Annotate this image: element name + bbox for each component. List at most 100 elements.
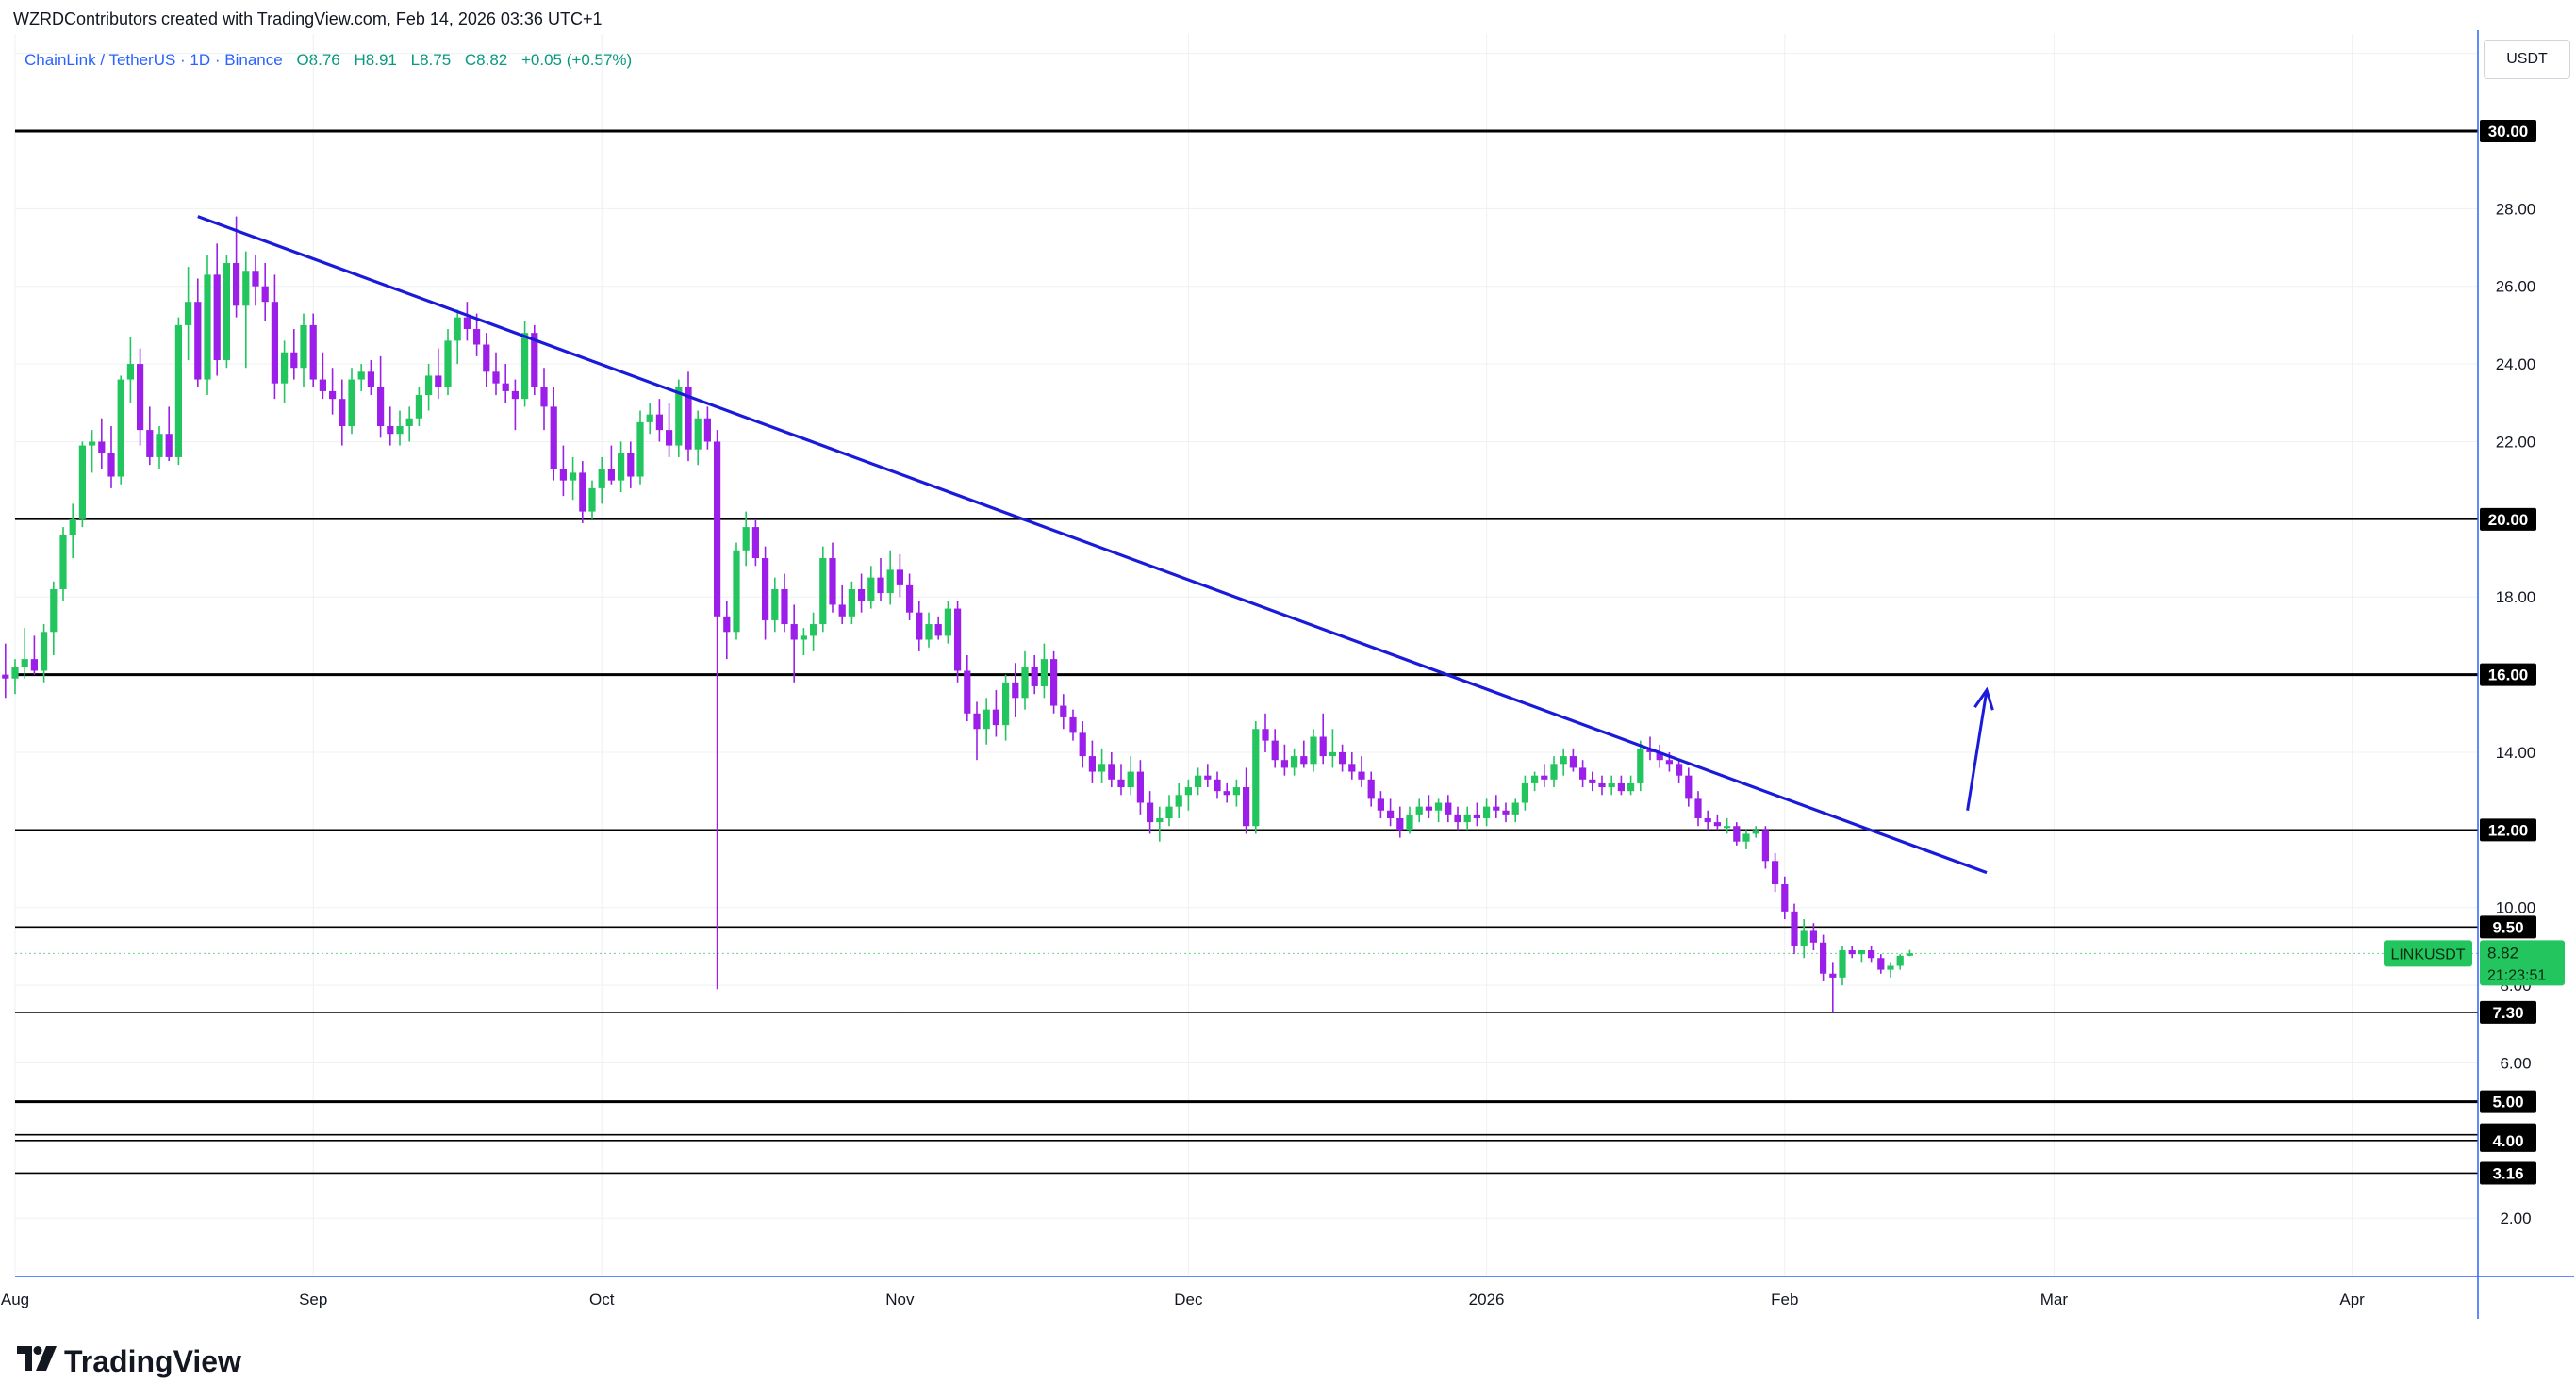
candle — [41, 624, 48, 683]
candle — [1329, 729, 1336, 768]
candle-body — [646, 414, 653, 422]
candle-body — [348, 379, 355, 426]
candle-body — [1358, 771, 1365, 780]
candle — [1589, 771, 1596, 792]
candle-body — [444, 340, 452, 387]
candle — [357, 364, 365, 391]
candle-body — [1214, 779, 1221, 792]
tradingview-logo[interactable]: TradingView — [17, 1344, 241, 1379]
candle — [107, 425, 115, 488]
level-price-badge: 9.50 — [2480, 915, 2536, 939]
chart-credit: WZRDContributors created with TradingVie… — [13, 9, 603, 28]
candle — [1310, 729, 1317, 772]
candle-body — [531, 333, 538, 387]
symbol-tag-label: LINKUSDT — [2390, 946, 2465, 963]
time-tick-label: Apr — [2339, 1291, 2365, 1308]
level-badge-label: 5.00 — [2492, 1094, 2523, 1111]
candle-body — [483, 344, 490, 372]
candle — [1280, 744, 1288, 776]
candle-body — [829, 558, 836, 605]
candle — [751, 518, 759, 567]
candle — [790, 604, 798, 683]
candle-body — [1521, 782, 1528, 803]
candle — [300, 313, 307, 387]
candle-body — [675, 387, 683, 446]
candle-body — [1387, 810, 1395, 818]
candle — [1579, 760, 1587, 788]
candle-body — [59, 535, 67, 589]
candle — [1021, 650, 1029, 710]
candle-body — [703, 418, 711, 442]
candle — [1839, 946, 1846, 986]
candle-body — [1589, 779, 1596, 783]
candle — [329, 368, 337, 415]
legend-symbol[interactable]: ChainLink / TetherUS · 1D · Binance — [25, 51, 283, 69]
candle-body — [1156, 817, 1164, 823]
candle-body — [1079, 732, 1086, 757]
candle-body — [1425, 806, 1432, 811]
candle — [1165, 795, 1173, 827]
candle-body — [655, 414, 663, 431]
candle-body — [618, 453, 625, 481]
candle-body — [492, 371, 500, 384]
candle — [146, 406, 154, 466]
candle — [1473, 802, 1480, 827]
candle — [1195, 767, 1202, 796]
price-tick-label: 2.00 — [2500, 1210, 2531, 1227]
level-badge-label: 4.00 — [2492, 1132, 2523, 1150]
candle — [194, 278, 202, 387]
candle-body — [396, 425, 404, 435]
candle — [165, 406, 173, 462]
candle-body — [1108, 764, 1115, 780]
candle-body — [1656, 751, 1663, 761]
candle — [69, 503, 76, 559]
candle — [723, 601, 731, 660]
candle — [694, 410, 702, 466]
symbol-legend[interactable]: ChainLink / TetherUS · 1D · Binance O8.7… — [25, 51, 641, 70]
candle-body — [1195, 775, 1202, 788]
candle — [1040, 643, 1048, 699]
candle — [483, 333, 490, 387]
candle-body — [174, 324, 182, 457]
candle-body — [1502, 810, 1510, 815]
price-tick-label: 26.00 — [2496, 278, 2536, 296]
candle — [781, 573, 788, 633]
candle-body — [559, 469, 567, 481]
candle — [1079, 721, 1086, 768]
candle — [1319, 713, 1327, 765]
candle-body — [1117, 779, 1125, 788]
candle — [1050, 650, 1058, 714]
candle-body — [290, 352, 298, 369]
candle-body — [1694, 798, 1702, 818]
candle — [1724, 817, 1731, 834]
candle-body — [1339, 751, 1346, 765]
candle — [714, 430, 721, 990]
candle-body — [117, 379, 124, 477]
time-tick-label: Mar — [2040, 1291, 2069, 1308]
candle-body — [309, 324, 317, 380]
candle — [1147, 791, 1154, 834]
candle — [1483, 798, 1491, 827]
time-tick-label: Aug — [1, 1291, 29, 1308]
candle — [762, 546, 769, 640]
candle — [1781, 876, 1789, 920]
candle-body — [1040, 659, 1048, 686]
candle-body — [1396, 817, 1404, 831]
candle — [916, 601, 923, 651]
candle — [618, 441, 625, 493]
candle-body — [1733, 826, 1741, 842]
candle — [1906, 949, 1913, 957]
candle — [252, 255, 259, 306]
candle-body — [1665, 760, 1673, 765]
candle — [607, 445, 615, 485]
candle — [1829, 962, 1837, 1012]
candle — [242, 251, 250, 369]
candle — [1108, 751, 1115, 788]
candle-body — [454, 317, 461, 341]
price-unit-button[interactable]: USDT — [2484, 40, 2570, 79]
candle-body — [579, 472, 586, 512]
candle-body — [1069, 716, 1077, 733]
candle — [1136, 760, 1144, 815]
candle-body — [21, 659, 28, 667]
